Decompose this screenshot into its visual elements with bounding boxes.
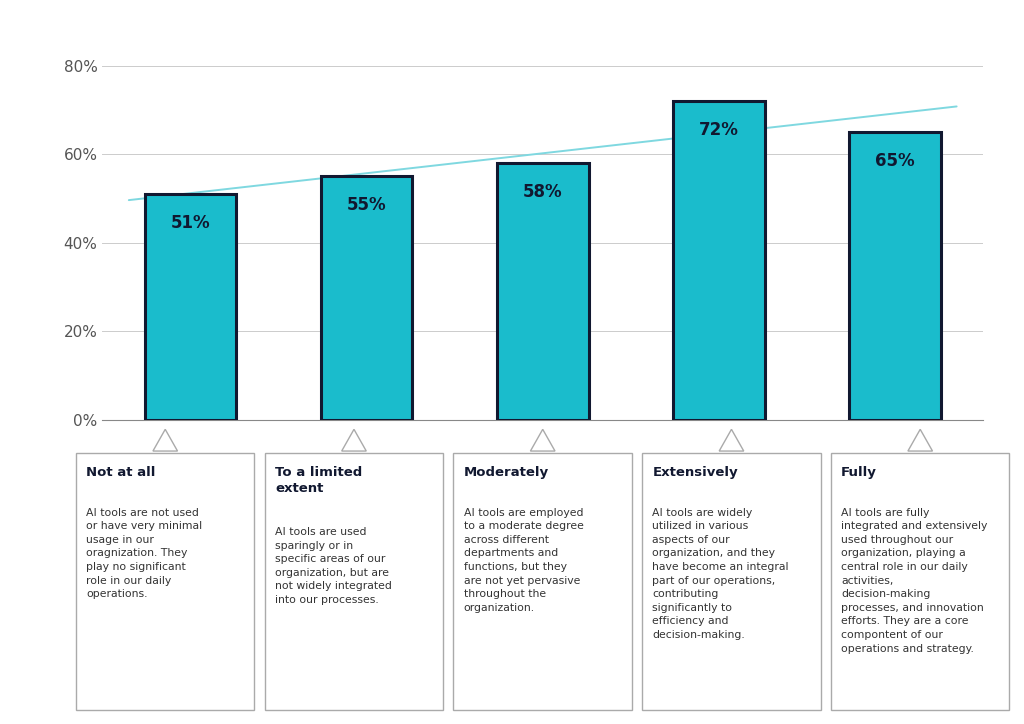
Text: AI tools are widely
utilized in various
aspects of our
organization, and they
ha: AI tools are widely utilized in various … bbox=[652, 508, 788, 640]
FancyBboxPatch shape bbox=[642, 452, 820, 710]
FancyBboxPatch shape bbox=[454, 452, 632, 710]
Text: Fully: Fully bbox=[841, 466, 878, 479]
Text: 72%: 72% bbox=[699, 121, 738, 139]
Bar bbox=[673, 101, 765, 420]
Bar bbox=[849, 132, 941, 420]
Text: 58%: 58% bbox=[523, 183, 562, 201]
Text: To a limited
extent: To a limited extent bbox=[275, 466, 362, 494]
Text: AI tools are fully
integrated and extensively
used throughout our
organization, : AI tools are fully integrated and extens… bbox=[841, 508, 987, 654]
Bar bbox=[497, 163, 589, 420]
Text: 65%: 65% bbox=[876, 152, 914, 170]
Text: AI tools are employed
to a moderate degree
across different
departments and
func: AI tools are employed to a moderate degr… bbox=[464, 508, 584, 613]
Text: Extensively: Extensively bbox=[652, 466, 738, 479]
Bar bbox=[321, 177, 413, 420]
FancyBboxPatch shape bbox=[76, 452, 255, 710]
Text: Not at all: Not at all bbox=[86, 466, 156, 479]
FancyBboxPatch shape bbox=[830, 452, 1010, 710]
Polygon shape bbox=[342, 429, 367, 451]
Bar bbox=[144, 194, 237, 420]
Text: AI tools are used
sparingly or in
specific areas of our
organization, but are
no: AI tools are used sparingly or in specif… bbox=[275, 527, 392, 605]
Text: 51%: 51% bbox=[171, 214, 210, 232]
Text: AI tools are not used
or have very minimal
usage in our
oragnization. They
play : AI tools are not used or have very minim… bbox=[86, 508, 203, 599]
Polygon shape bbox=[153, 429, 177, 451]
FancyBboxPatch shape bbox=[265, 452, 443, 710]
Polygon shape bbox=[530, 429, 555, 451]
Polygon shape bbox=[908, 429, 933, 451]
Text: Moderately: Moderately bbox=[464, 466, 549, 479]
Polygon shape bbox=[719, 429, 743, 451]
Text: 55%: 55% bbox=[347, 196, 386, 214]
